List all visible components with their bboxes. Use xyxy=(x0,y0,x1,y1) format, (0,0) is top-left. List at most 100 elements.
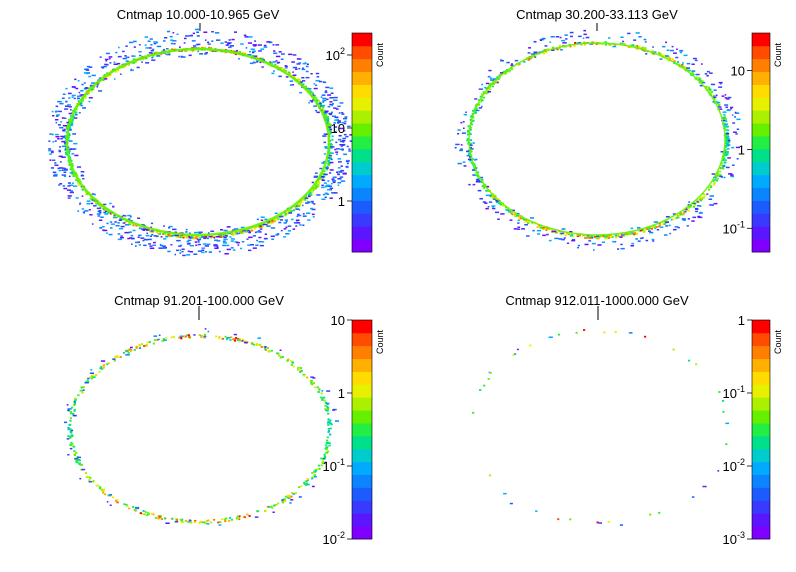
map-pixel xyxy=(319,101,322,104)
map-pixel xyxy=(82,178,85,180)
map-pixel xyxy=(304,85,307,88)
map-pixel xyxy=(295,208,300,210)
map-pixel xyxy=(197,50,200,53)
map-pixel xyxy=(141,228,146,230)
colorbar-segment xyxy=(352,226,372,240)
map-pixel xyxy=(203,336,206,339)
map-pixel xyxy=(726,137,729,140)
map-pixel xyxy=(497,198,500,200)
map-pixel xyxy=(326,409,329,412)
map-pixel xyxy=(659,58,663,60)
map-pixel xyxy=(277,502,280,505)
map-pixel xyxy=(270,62,273,65)
map-pixel xyxy=(122,222,126,224)
colorbar-tick-label: 10-1 xyxy=(723,219,745,236)
map-pixel xyxy=(340,165,343,167)
map-pixel xyxy=(342,139,346,142)
map-pixel xyxy=(728,138,731,141)
map-pixel xyxy=(275,44,280,46)
map-pixel xyxy=(329,131,332,134)
map-pixel xyxy=(339,102,344,104)
map-pixel xyxy=(644,41,647,43)
map-pixel xyxy=(64,148,67,150)
map-pixel xyxy=(130,68,133,71)
map-pixel xyxy=(328,442,331,444)
map-pixel xyxy=(597,237,600,240)
map-pixel xyxy=(113,215,116,217)
map-pixel xyxy=(187,239,192,242)
map-pixel xyxy=(156,45,162,48)
map-pixel xyxy=(327,94,332,96)
map-pixel xyxy=(84,72,88,74)
map-pixel xyxy=(204,328,207,330)
map-pixel xyxy=(643,230,646,233)
map-pixel xyxy=(64,135,67,137)
map-pixel xyxy=(141,58,144,61)
map-pixel xyxy=(681,213,684,216)
map-pixel xyxy=(717,104,721,107)
map-pixel xyxy=(234,339,237,342)
map-pixel xyxy=(81,99,84,102)
map-pixel xyxy=(322,104,326,107)
map-pixel xyxy=(314,476,317,478)
map-pixel xyxy=(601,43,604,45)
map-pixel xyxy=(340,180,346,182)
map-pixel xyxy=(98,77,102,79)
map-pixel xyxy=(194,241,198,243)
map-pixel xyxy=(493,81,496,84)
map-pixel xyxy=(192,45,197,47)
map-pixel xyxy=(72,133,77,135)
map-pixel xyxy=(192,237,195,240)
map-pixel xyxy=(66,404,69,406)
map-pixel xyxy=(254,227,257,230)
map-pixel xyxy=(133,40,137,43)
map-pixel xyxy=(70,435,73,437)
map-pixel xyxy=(74,399,77,402)
map-pixel xyxy=(493,198,496,200)
map-pixel xyxy=(583,329,586,331)
map-pixel xyxy=(527,222,530,224)
map-pixel xyxy=(326,116,329,119)
map-pixel xyxy=(697,216,703,219)
map-pixel xyxy=(559,36,562,39)
map-pixel xyxy=(508,210,512,213)
map-pixel xyxy=(85,87,89,89)
map-pixel xyxy=(283,214,287,217)
map-pixel xyxy=(186,243,190,245)
map-pixel xyxy=(295,225,298,227)
map-pixel xyxy=(185,50,188,52)
map-pixel xyxy=(81,195,84,197)
map-pixel xyxy=(290,499,294,501)
map-pixel xyxy=(569,45,572,48)
map-pixel xyxy=(734,111,737,114)
map-pixel xyxy=(297,368,300,371)
map-pixel xyxy=(598,522,602,524)
map-pixel xyxy=(81,174,84,176)
map-pixel xyxy=(467,125,470,128)
map-pixel xyxy=(682,212,685,215)
map-pixel xyxy=(631,242,635,245)
map-pixel xyxy=(81,83,84,86)
map-pixel xyxy=(482,96,485,99)
map-pixel xyxy=(524,219,527,222)
map-pixel xyxy=(331,180,336,182)
map-pixel xyxy=(284,69,288,72)
map-pixel xyxy=(67,136,70,139)
map-pixel xyxy=(196,236,199,239)
map-pixel xyxy=(60,135,65,138)
map-pixel xyxy=(602,234,605,237)
colorbar-segment xyxy=(352,332,372,347)
map-pixel xyxy=(277,61,281,64)
map-pixel xyxy=(149,38,153,40)
map-pixel xyxy=(104,58,109,61)
map-pixel xyxy=(635,45,638,47)
map-pixel xyxy=(233,333,237,336)
map-pixel xyxy=(75,451,78,454)
map-pixel xyxy=(583,41,586,44)
map-pixel xyxy=(724,149,727,151)
map-pixel xyxy=(683,211,687,213)
map-pixel xyxy=(100,360,106,362)
map-pixel xyxy=(58,110,62,113)
map-pixel xyxy=(313,474,316,477)
map-pixel xyxy=(561,39,566,42)
